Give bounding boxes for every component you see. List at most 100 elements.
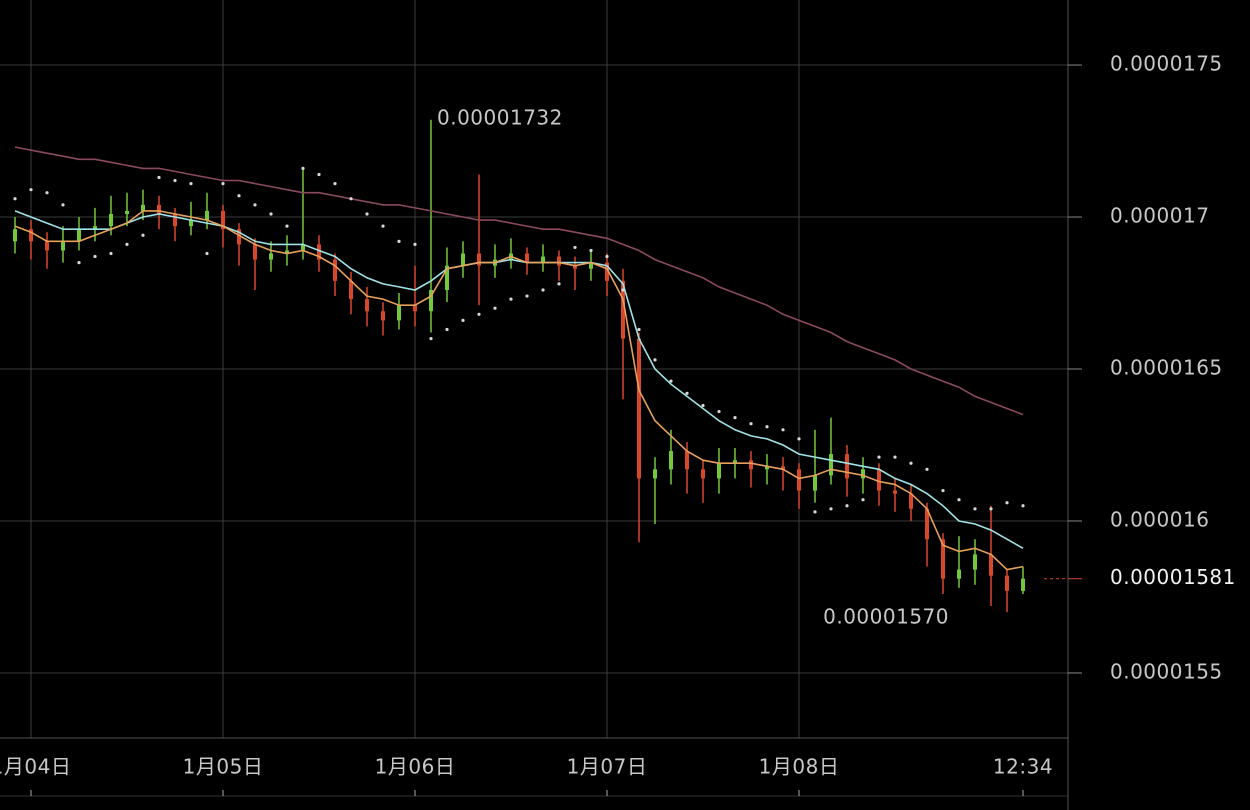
candle-body: [285, 250, 289, 254]
candle-body: [253, 244, 257, 260]
candle-body: [429, 289, 433, 312]
sar-dot: [173, 178, 177, 183]
sar-dot: [989, 507, 993, 511]
x-tick-label: 1月07日: [567, 755, 648, 779]
candle-body: [605, 262, 609, 281]
candle-body: [909, 493, 913, 509]
sar-dot: [909, 461, 913, 465]
sar-dot: [557, 282, 561, 286]
sar-dot: [829, 507, 833, 511]
max-label: 0.00001732: [437, 105, 563, 129]
indicator-line: [14, 210, 1024, 571]
sar-dot: [781, 428, 785, 432]
indicator-line: [14, 146, 1024, 416]
candle-body: [797, 469, 801, 491]
sar-dot: [141, 233, 145, 237]
sar-dot: [285, 224, 289, 228]
candle-body: [525, 253, 529, 263]
sar-dot: [653, 358, 657, 362]
candle-body: [109, 213, 113, 227]
sar-dot: [509, 297, 513, 301]
candle-body: [1021, 578, 1025, 591]
sar-dot: [205, 251, 209, 256]
candle-body: [845, 454, 849, 479]
x-tick-label: 1月06日: [375, 755, 456, 779]
candle-body: [301, 244, 305, 251]
sar-dot: [29, 188, 33, 192]
sar-dot: [157, 175, 161, 180]
y-tick-label: 0.0000155: [1110, 659, 1223, 683]
candle-body: [541, 256, 545, 263]
sar-dot: [637, 327, 641, 332]
min-label: 0.00001570: [823, 605, 949, 629]
sar-dot: [701, 403, 705, 408]
sar-dot: [669, 379, 673, 383]
candle-body: [13, 229, 17, 242]
candle-body: [61, 241, 65, 251]
sar-dot: [605, 254, 609, 259]
candle-body: [125, 210, 129, 214]
sar-dot: [413, 242, 417, 246]
candle-body: [221, 210, 225, 230]
sar-dot: [973, 507, 977, 511]
candle-body: [205, 210, 209, 221]
candle-body: [669, 451, 673, 470]
sar-dot: [845, 504, 849, 508]
sar-dot: [253, 203, 257, 207]
sar-dot: [733, 416, 737, 420]
sar-dot: [1005, 501, 1009, 505]
sar-dot: [573, 245, 577, 250]
candle-body: [477, 253, 481, 266]
indicator-line: [14, 210, 1024, 549]
sar-dot: [77, 261, 81, 265]
sar-dot: [221, 181, 225, 186]
y-tick-label: 0.000016: [1110, 507, 1209, 531]
sar-dot: [93, 254, 97, 259]
y-tick-label: 0.0000165: [1110, 356, 1223, 380]
candle-body: [941, 539, 945, 579]
sar-dot: [813, 510, 817, 514]
x-tick-label: 12:34: [993, 755, 1053, 779]
sar-dot: [957, 498, 961, 502]
candle-body: [717, 463, 721, 479]
candle-body: [237, 229, 241, 245]
sar-dot: [301, 166, 305, 170]
candle-body: [333, 259, 337, 281]
candle-body: [365, 299, 369, 312]
sar-dot: [365, 212, 369, 216]
sar-dot: [45, 191, 49, 195]
x-tick-label: 1月08日: [759, 755, 840, 779]
sar-dot: [189, 181, 193, 186]
sar-dot: [765, 425, 769, 429]
candle-body: [573, 265, 577, 269]
candle-body: [957, 569, 961, 579]
sar-dot: [333, 181, 337, 186]
candle-body: [877, 469, 881, 491]
candle-body: [749, 460, 753, 470]
sar-dot: [589, 248, 593, 253]
x-tick-label: 1月05日: [183, 755, 264, 779]
candle-body: [269, 253, 273, 260]
candle-body: [317, 244, 321, 260]
candle-body: [445, 265, 449, 290]
sar-dot: [893, 455, 897, 459]
sar-dot: [13, 197, 17, 201]
sar-dot: [397, 239, 401, 243]
candle-body: [813, 475, 817, 491]
sar-dot: [237, 194, 241, 198]
sar-dot: [941, 488, 945, 493]
y-tick-label: 0.0000175: [1110, 52, 1223, 76]
sar-dot: [429, 337, 433, 341]
candle-body: [93, 226, 97, 230]
candle-body: [989, 554, 993, 576]
sar-dot: [317, 172, 321, 177]
sar-dot: [125, 242, 129, 246]
sar-dot: [861, 498, 865, 502]
candle-body: [653, 469, 657, 479]
candle-body: [77, 229, 81, 242]
candle-body: [733, 460, 737, 464]
sar-dot: [349, 197, 353, 201]
sar-dot: [381, 224, 385, 228]
